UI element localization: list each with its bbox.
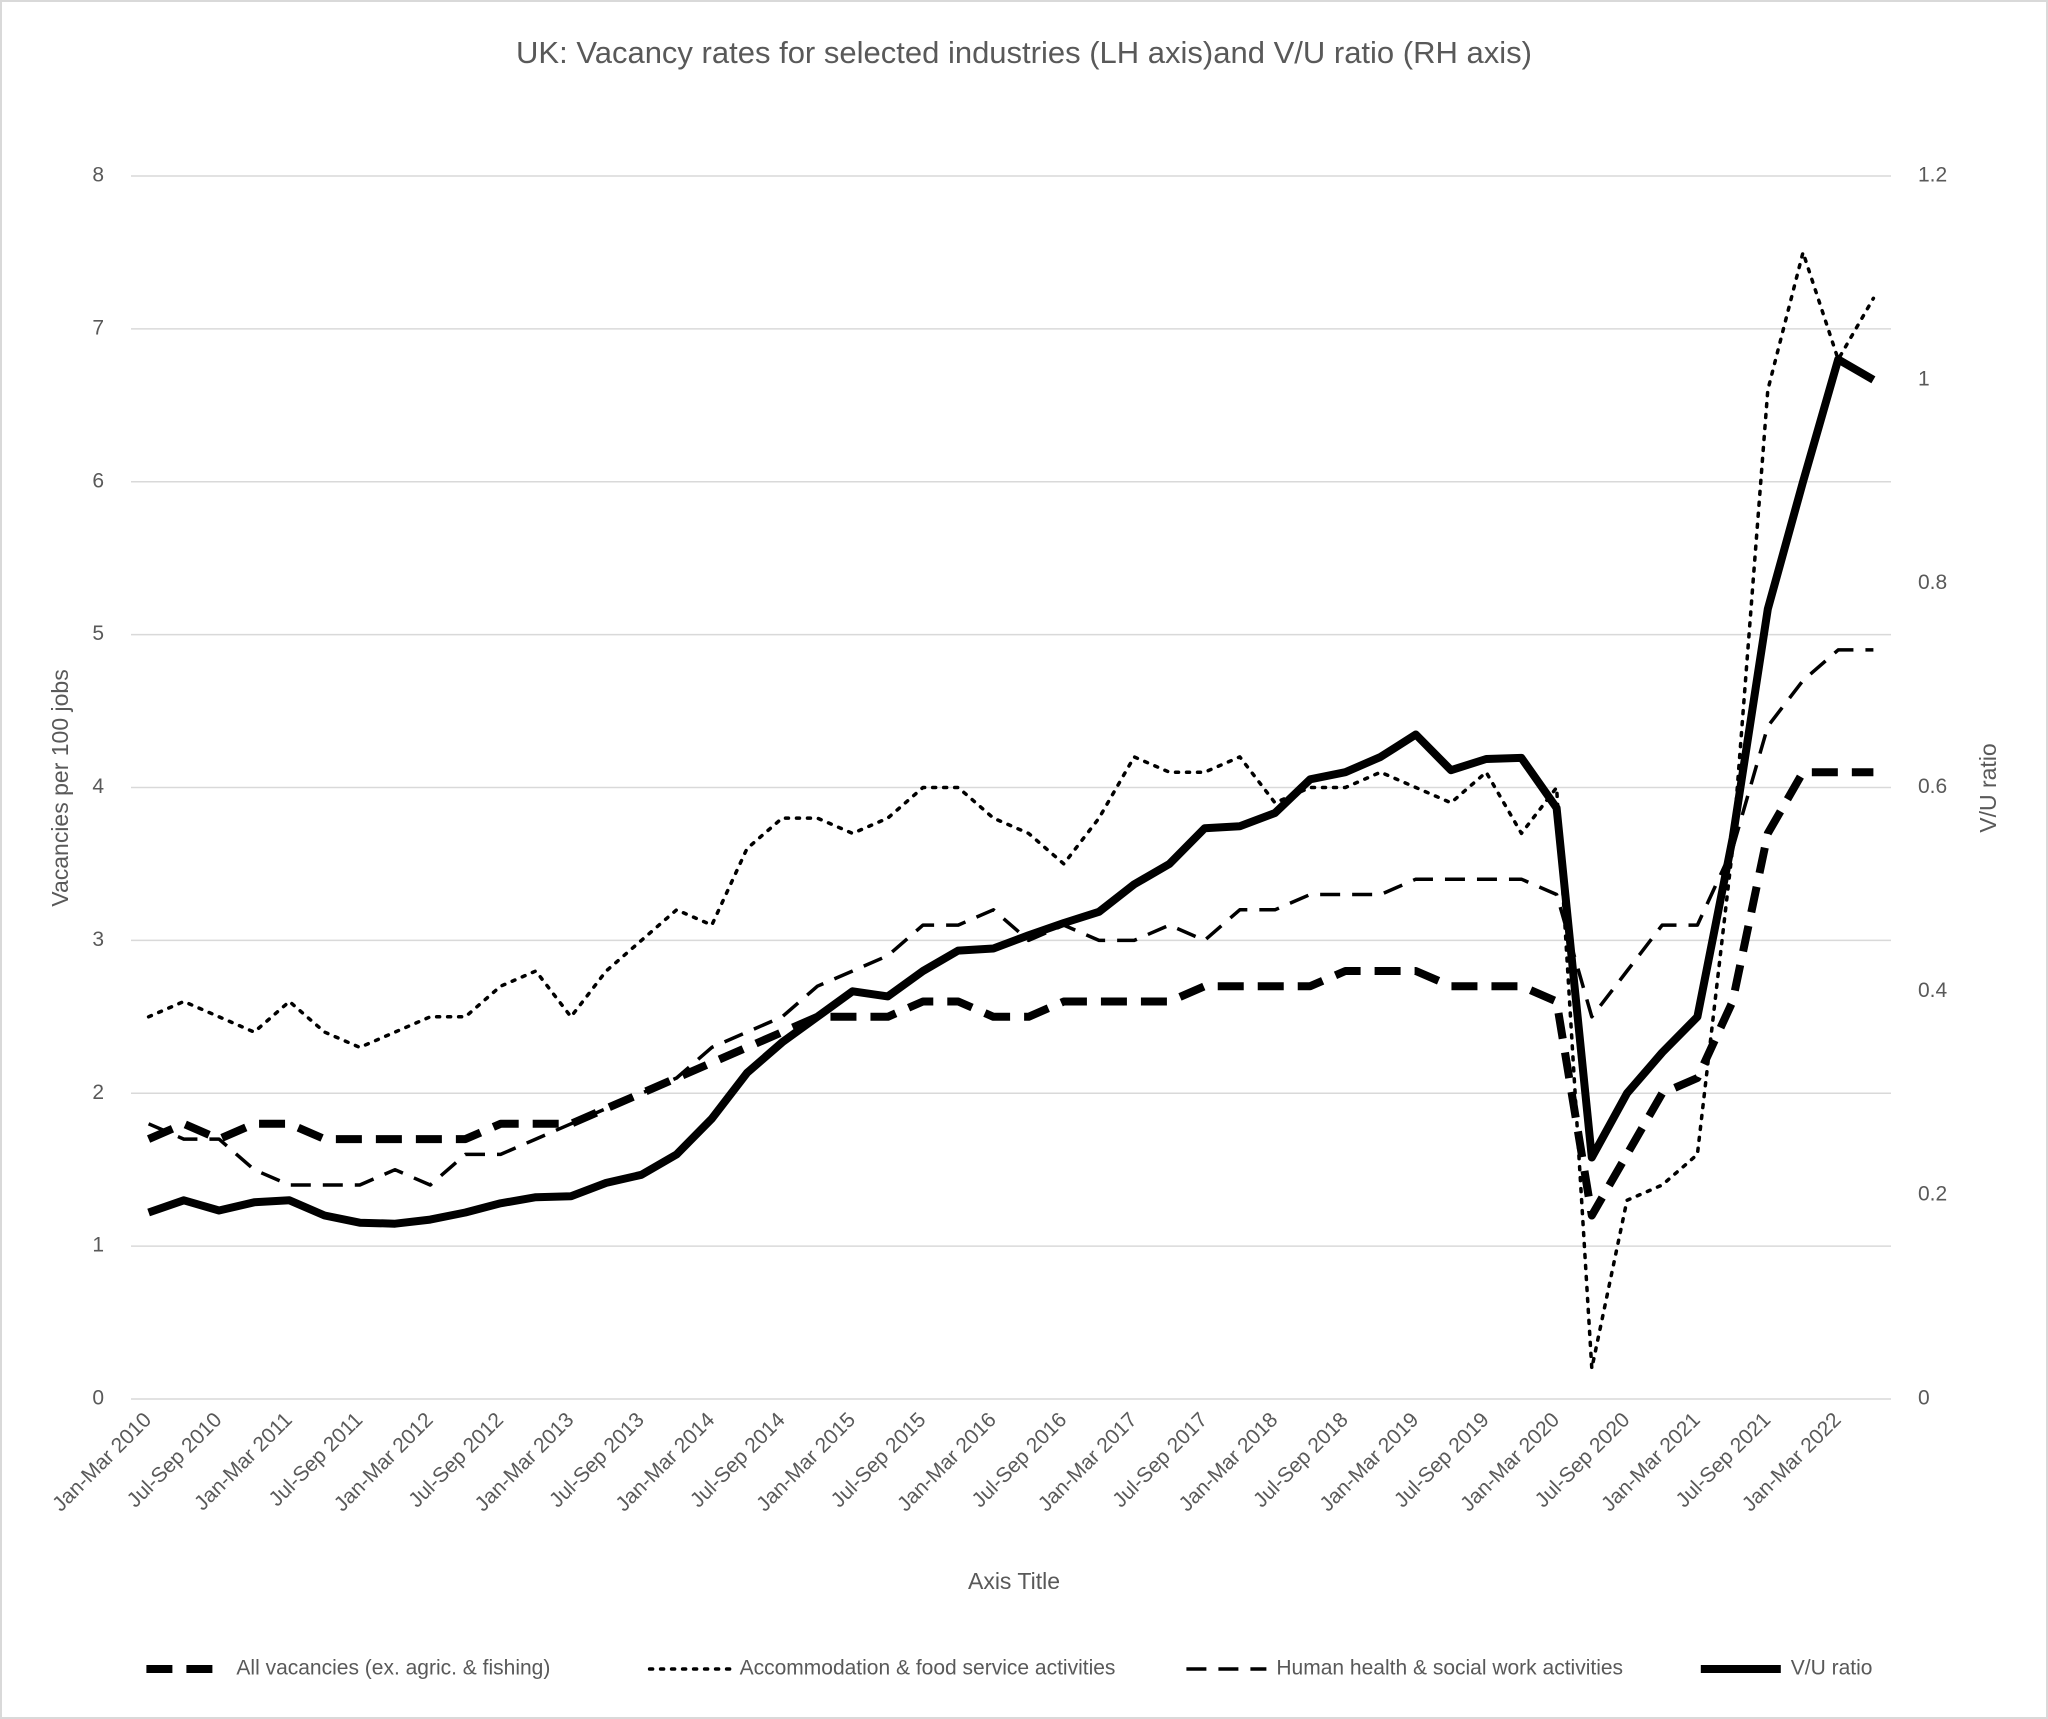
y-tick-label: 7 [92,316,104,339]
legend-label: All vacancies (ex. agric. & fishing) [236,1657,550,1680]
y2-tick-label: 0.6 [1918,775,1947,798]
y2-tick-label: 0 [1918,1387,1930,1410]
legend-label: Human health & social work activities [1276,1657,1623,1680]
series-line [147,648,1874,1187]
y-tick-label: 1 [92,1234,104,1257]
y-tick-label: 0 [92,1387,104,1410]
y2-tick-label: 0.2 [1918,1183,1947,1206]
series-line [146,250,1876,1371]
y2-tick-label: 0.4 [1918,979,1948,1002]
y-tick-label: 4 [92,775,104,798]
y-tick-label: 8 [92,164,104,187]
y2-tick-label: 1 [1918,367,1930,390]
y-axis-title: Vacancies per 100 jobs [47,669,73,906]
y-tick-label: 3 [92,928,104,951]
y-tick-label: 6 [92,469,104,492]
y2-tick-label: 1.2 [1918,164,1947,187]
series-line [147,355,1876,1228]
y-tick-label: 5 [92,622,104,645]
legend-label: Accommodation & food service activities [740,1657,1116,1680]
series-line [147,768,1874,1220]
x-axis-title: Axis Title [968,1568,1060,1594]
y-tick-label: 2 [92,1081,104,1104]
chart-title: UK: Vacancy rates for selected industrie… [516,35,1532,70]
y2-tick-label: 0.8 [1918,571,1947,594]
legend-label: V/U ratio [1791,1657,1873,1680]
y2-axis-title: V/U ratio [1975,743,2001,832]
